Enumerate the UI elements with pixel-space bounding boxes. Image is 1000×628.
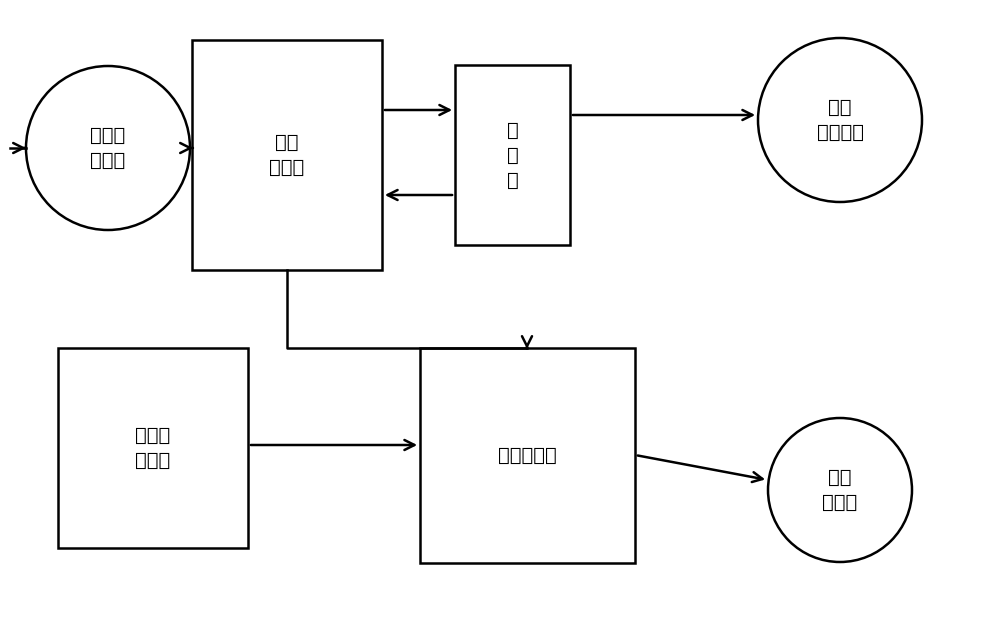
Text: 正丁胺
计量槽: 正丁胺 计量槽 xyxy=(135,426,171,470)
Text: 热光
反应釜: 热光 反应釜 xyxy=(822,468,858,512)
Circle shape xyxy=(768,418,912,562)
Circle shape xyxy=(26,66,190,230)
Text: 冷
凝
器: 冷 凝 器 xyxy=(507,121,518,190)
Text: 冷光反应釜: 冷光反应釜 xyxy=(498,446,557,465)
Text: 尾气
处理系统: 尾气 处理系统 xyxy=(816,98,864,142)
Bar xyxy=(420,348,635,563)
Text: 低温
吸收釜: 低温 吸收釜 xyxy=(269,133,305,177)
Bar xyxy=(58,348,248,548)
Circle shape xyxy=(758,38,922,202)
Text: 热光反
应尾气: 热光反 应尾气 xyxy=(90,126,126,170)
Bar xyxy=(455,65,570,245)
Bar xyxy=(192,40,382,270)
